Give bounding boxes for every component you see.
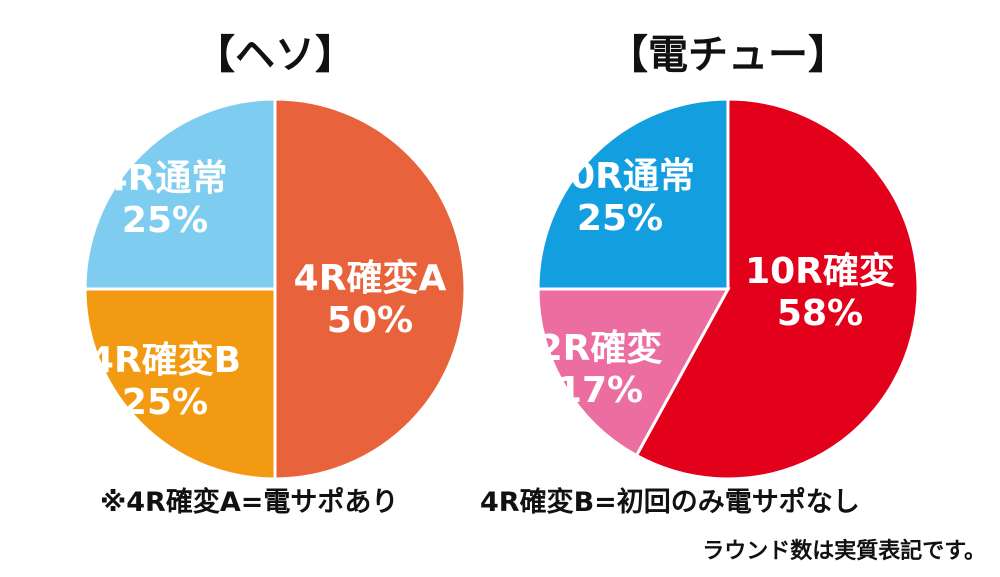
slice-2r-kakuhen bbox=[536, 287, 731, 458]
footnote-round-count: ラウンド数は実質表記です。 bbox=[702, 539, 986, 564]
footnote-4r-kakuhen-a: ※4R確変A=電サポあり bbox=[100, 487, 399, 518]
slice-2r-kakuhen-label: 2R確変 17% bbox=[538, 327, 663, 411]
slice-4r-kakuhen-a-name: 4R確変A bbox=[294, 257, 447, 299]
footnote-4r-kakuhen-b: 4R確変B=初回のみ電サポなし bbox=[480, 487, 860, 518]
slice-10r-kakuhen-label: 10R確変 58% bbox=[745, 250, 895, 334]
slice-4r-tsujo-name: 4R通常 bbox=[103, 158, 228, 199]
slice-4r-kakuhen-a bbox=[273, 97, 467, 481]
slice-4r-kakuhen-a-label: 4R確変A 50% bbox=[294, 257, 447, 341]
chart-title: 【ヘソ】 bbox=[195, 32, 355, 78]
chart-title: 【電チュー】 bbox=[608, 32, 848, 78]
slice-10r-tsujo-name: 10R通常 bbox=[545, 156, 695, 197]
slice-4r-kakuhen-a-percent: 50% bbox=[327, 300, 413, 341]
slice-4r-kakuhen-b bbox=[83, 287, 277, 481]
slice-10r-kakuhen-percent: 58% bbox=[777, 293, 863, 334]
slice-4r-kakuhen-b-label: 4R確変B 25% bbox=[89, 339, 241, 423]
slice-10r-tsujo-label: 10R通常 25% bbox=[545, 156, 695, 239]
slice-4r-tsujo-percent: 25% bbox=[122, 200, 208, 241]
slice-10r-kakuhen-name: 10R確変 bbox=[745, 250, 895, 292]
slice-10r-tsujo bbox=[536, 97, 730, 291]
slice-4r-tsujo-label: 4R通常 25% bbox=[103, 158, 228, 241]
slice-10r-tsujo-percent: 25% bbox=[577, 198, 663, 239]
slice-4r-kakuhen-b-name: 4R確変B bbox=[89, 339, 241, 381]
slice-2r-kakuhen-name: 2R確変 bbox=[538, 327, 663, 369]
heso-pie-chart: 4R確変A 50%4R確変B 25%4R通常 25%【ヘソ】 bbox=[83, 32, 467, 481]
slice-2r-kakuhen-percent: 17% bbox=[557, 370, 643, 411]
slice-4r-kakuhen-b-percent: 25% bbox=[122, 382, 208, 423]
denchu-pie-chart: 10R確変 58% 2R確変 17% 10R通常 25% 【電チュー】 bbox=[536, 32, 920, 481]
pie-slices bbox=[536, 97, 920, 481]
slice-4r-tsujo bbox=[83, 97, 277, 291]
pie-slices bbox=[83, 97, 467, 481]
slice-10r-kakuhen bbox=[634, 97, 920, 481]
